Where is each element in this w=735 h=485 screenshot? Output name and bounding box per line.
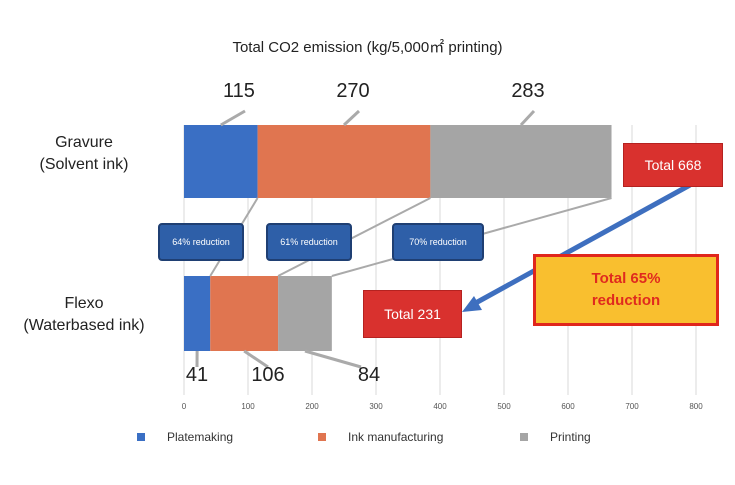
data-label: 283 (511, 80, 544, 102)
bar-segment (257, 125, 431, 198)
data-label: 84 (358, 364, 380, 386)
x-tick-label: 0 (182, 402, 187, 411)
x-tick-label: 500 (497, 402, 511, 411)
legend-swatch (318, 433, 326, 441)
x-tick-label: 800 (689, 402, 703, 411)
x-tick-label: 400 (433, 402, 447, 411)
printing-reduction-label: 70% reduction (392, 223, 484, 261)
x-tick-label: 200 (305, 402, 319, 411)
ink-reduction-label: 61% reduction (266, 223, 352, 261)
data-label: 270 (336, 80, 369, 102)
bar-segment (278, 276, 332, 351)
x-tick-label: 700 (625, 402, 639, 411)
leader-line (243, 349, 269, 369)
leader-line (519, 109, 536, 127)
legend-item: Ink manufacturing (318, 430, 443, 444)
bar-segment (184, 276, 211, 351)
legend-label: Printing (550, 430, 591, 444)
legend-swatch (520, 433, 528, 441)
overall-reduction-callout: Total 65% reduction (533, 254, 719, 326)
x-tick-label: 300 (369, 402, 383, 411)
data-label: 41 (186, 364, 208, 386)
category-label-flexo: Flexo (Waterbased ink) (23, 295, 145, 334)
connector-line (277, 197, 431, 277)
gravure-total-callout: Total 668 (623, 143, 723, 187)
legend-swatch (137, 433, 145, 441)
reduction-arrow-head (462, 296, 482, 312)
bar-segment (430, 125, 612, 198)
data-label: 115 (223, 80, 255, 102)
data-label: 106 (251, 364, 284, 386)
flexo-total-callout: Total 231 (363, 290, 462, 338)
legend-item: Printing (520, 430, 591, 444)
leader-line (342, 109, 361, 127)
platemaking-reduction-label: 64% reduction (158, 223, 244, 261)
legend-label: Platemaking (167, 430, 234, 444)
x-tick-label: 100 (241, 402, 255, 411)
leader-line (220, 109, 246, 127)
bar-segment (184, 125, 258, 198)
bar-segment (210, 276, 279, 351)
legend-item: Platemaking (137, 430, 233, 444)
x-tick-label: 600 (561, 402, 575, 411)
legend-label: Ink manufacturing (348, 430, 444, 444)
chart-title: Total CO2 emission (kg/5,000㎡ printing) (232, 39, 503, 56)
reduction-arrow (470, 182, 692, 308)
category-label-gravure: Gravure (Solvent ink) (39, 134, 129, 173)
leader-line (304, 349, 362, 369)
